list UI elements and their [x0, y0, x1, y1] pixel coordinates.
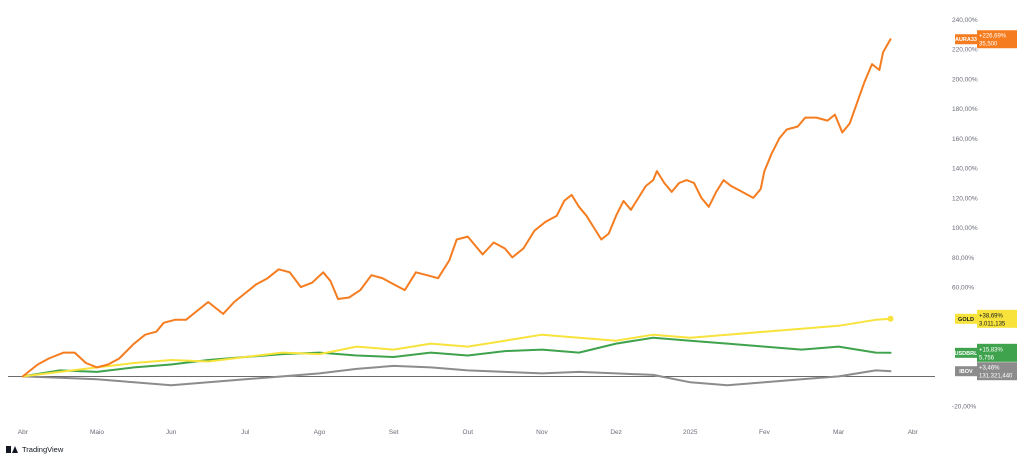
- x-tick-label: Jun: [166, 429, 177, 436]
- y-tick-label: 100,00%: [952, 225, 978, 232]
- tradingview-logo-icon: [6, 445, 18, 454]
- price-label-layer: AURA33+226,69% 35,500 GOLD +38,69% 3.011,135…: [955, 30, 1017, 381]
- symbol-name: GOLD: [958, 317, 974, 323]
- x-tick-label: Set: [389, 429, 399, 436]
- x-tick-label: 2025: [683, 429, 698, 436]
- series-line-ibov: [21, 364, 892, 387]
- value-tag: [977, 309, 1017, 328]
- symbol-name: AURA33: [955, 37, 977, 43]
- last-price: 131.321,440: [979, 374, 1013, 380]
- y-tick-label: 60,00%: [952, 285, 974, 292]
- y-tick-label: 200,00%: [952, 76, 978, 83]
- symbol-name: IBOV: [959, 369, 973, 375]
- x-tick-label: Ago: [314, 429, 326, 436]
- change-percent: +15,83%: [979, 347, 1004, 353]
- x-tick-label: Nov: [536, 429, 548, 436]
- y-tick-label: 80,00%: [952, 255, 974, 262]
- y-axis[interactable]: -20,00% 60,00% 80,00% 100,00% 120,00% 140,00%…: [952, 17, 978, 411]
- symbol-tag: [955, 347, 977, 358]
- tradingview-branding[interactable]: TradingView: [6, 443, 63, 455]
- x-axis[interactable]: Abr Maio Jun Jul Ago Set Out Nov Dez 2025 Fev Mar Ab…: [18, 429, 919, 436]
- x-tick-label: Abr: [908, 429, 919, 436]
- x-tick-label: Fev: [759, 429, 771, 436]
- last-price: 3.011,135: [979, 321, 1006, 327]
- symbol-tag: [955, 313, 977, 324]
- price-label-ibov: IBOV +3,46% 131.321,440: [955, 362, 1017, 381]
- symbol-tag: [955, 366, 977, 377]
- last-price: 35,500: [979, 42, 998, 48]
- price-label-usdbrl: USDBRL+15,83% 5,756: [955, 343, 1017, 362]
- series-line-gold: [21, 317, 892, 378]
- y-tick-label: 140,00%: [952, 166, 978, 173]
- brand-name: TradingView: [22, 444, 64, 454]
- series-line-usdbrl: [21, 336, 892, 378]
- x-tick-label: Maio: [90, 429, 104, 436]
- price-label-gold: GOLD +38,69% 3.011,135: [955, 309, 1017, 328]
- x-tick-label: Abr: [18, 429, 29, 436]
- value-tag: [977, 343, 1017, 362]
- series-line-aura33: [21, 38, 892, 378]
- change-percent: +226,69%: [979, 34, 1007, 40]
- y-tick-label: 160,00%: [952, 136, 978, 143]
- value-tag: [977, 362, 1017, 381]
- symbol-tag: [955, 34, 977, 45]
- series-layer: [21, 38, 894, 387]
- last-price: 5,756: [979, 355, 995, 361]
- y-tick-label: 240,00%: [952, 17, 978, 24]
- y-tick-label: 220,00%: [952, 47, 978, 54]
- x-tick-label: Dez: [610, 429, 622, 436]
- symbol-name: USDBRL: [955, 351, 979, 357]
- y-tick-label: -20,00%: [952, 404, 976, 411]
- change-percent: +38,69%: [979, 313, 1004, 319]
- change-percent: +3,46%: [979, 366, 1000, 372]
- x-tick-label: Mar: [833, 429, 845, 436]
- price-label-aura33: AURA33+226,69% 35,500: [955, 30, 1017, 49]
- x-tick-label: Jul: [241, 429, 250, 436]
- gold-last-value-marker: [887, 315, 894, 322]
- value-tag: [977, 30, 1017, 49]
- y-tick-label: 180,00%: [952, 106, 978, 113]
- plot-area[interactable]: [0, 0, 945, 430]
- y-tick-label: 120,00%: [952, 195, 978, 202]
- x-tick-label: Out: [463, 429, 474, 436]
